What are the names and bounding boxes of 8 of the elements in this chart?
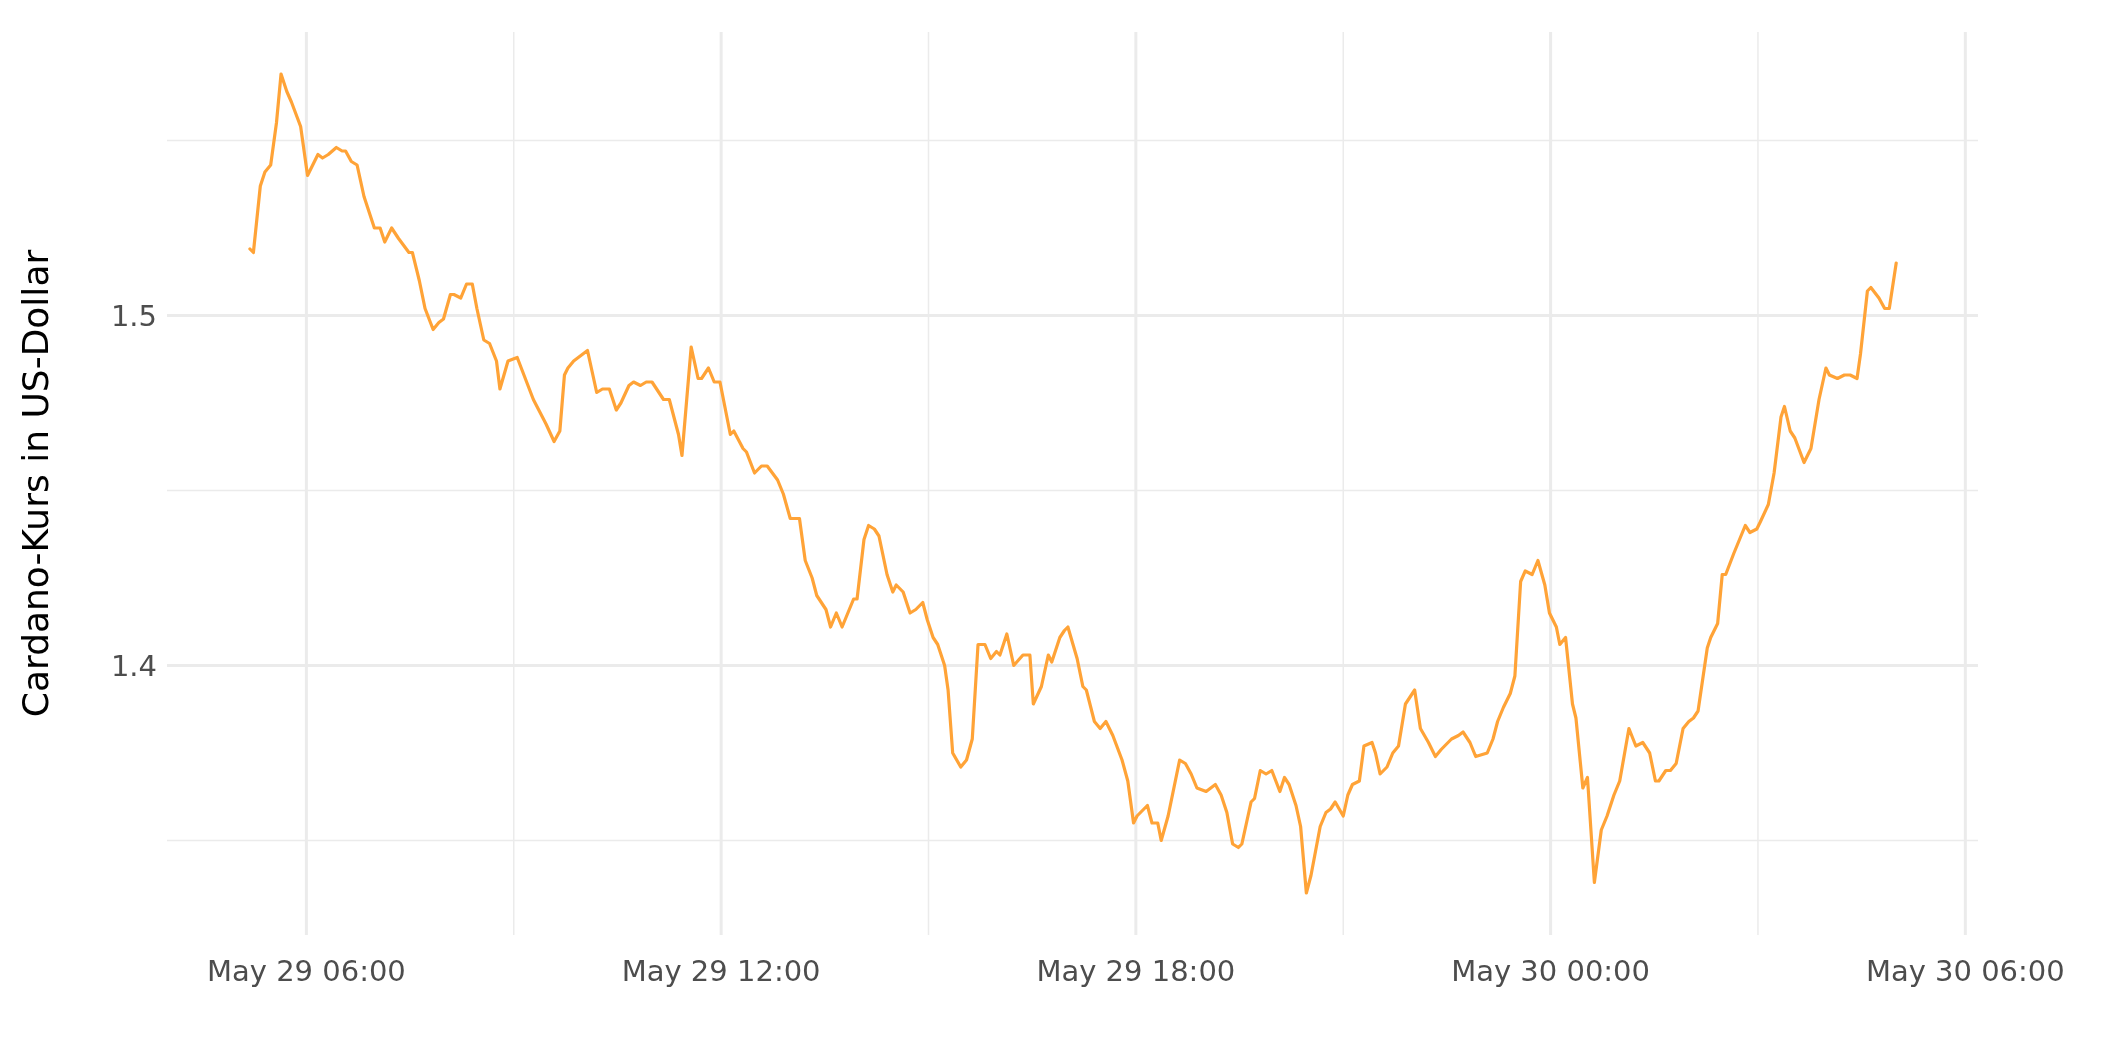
y-axis-title: Cardano-Kurs in US-Dollar [15,249,56,718]
x-tick-label: May 29 12:00 [621,954,821,988]
x-tick-label: May 29 06:00 [206,954,406,988]
x-tick-label: May 29 18:00 [1036,954,1236,988]
x-tick-label: May 30 06:00 [1865,954,2065,988]
y-tick-label: 1.5 [110,298,157,333]
y-tick-label: 1.4 [110,648,157,683]
x-tick-label: May 30 00:00 [1451,954,1651,988]
